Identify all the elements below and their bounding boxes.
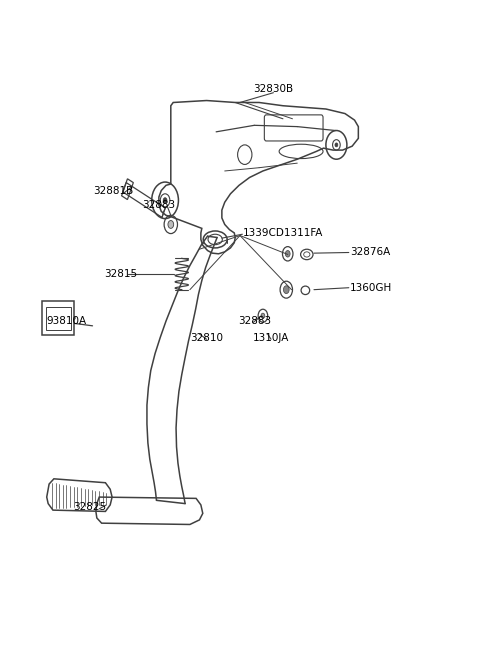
Text: 1360GH: 1360GH: [350, 284, 392, 293]
Text: 32876A: 32876A: [350, 248, 390, 257]
Text: 32883: 32883: [142, 200, 175, 210]
Circle shape: [335, 143, 338, 147]
Bar: [42, 301, 74, 335]
Circle shape: [283, 286, 289, 293]
Text: 1310JA: 1310JA: [253, 333, 289, 343]
Text: 32830B: 32830B: [253, 84, 293, 94]
Text: 32883: 32883: [238, 316, 271, 326]
Text: 32815: 32815: [104, 269, 137, 279]
Circle shape: [285, 251, 290, 257]
Bar: [46, 307, 71, 330]
Text: 32825: 32825: [73, 502, 106, 512]
Circle shape: [163, 198, 167, 203]
Circle shape: [261, 313, 265, 318]
Text: 32881B: 32881B: [94, 185, 133, 196]
Text: 1339CD1311FA: 1339CD1311FA: [242, 228, 323, 238]
Circle shape: [168, 221, 174, 229]
Text: 32810: 32810: [190, 333, 223, 343]
Text: 93810A: 93810A: [47, 316, 87, 326]
